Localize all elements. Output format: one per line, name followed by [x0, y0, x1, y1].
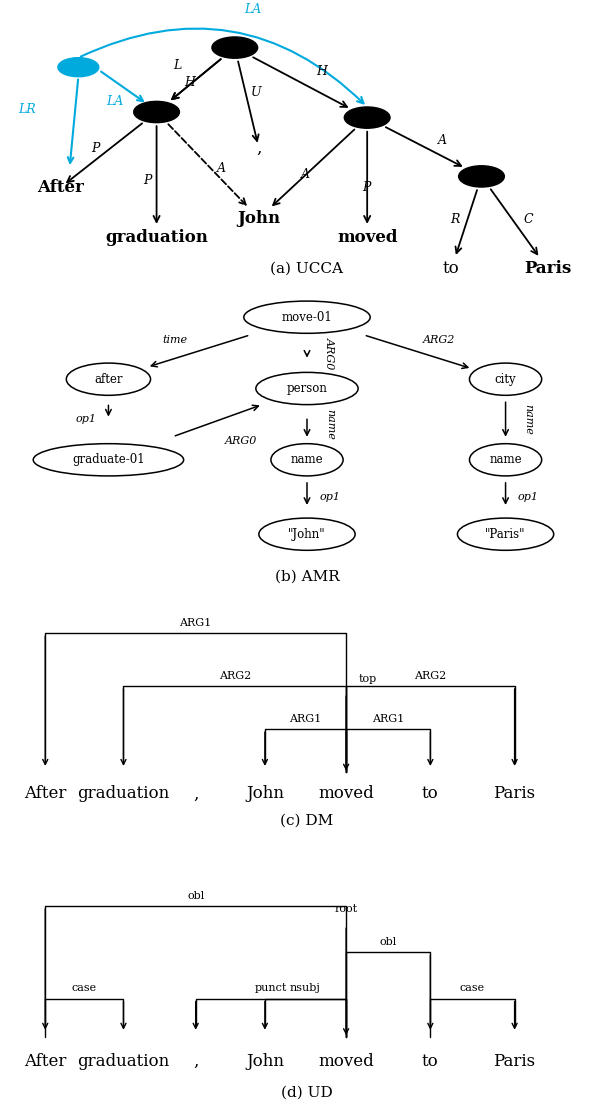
Text: name: name: [489, 453, 522, 466]
Text: op1: op1: [518, 491, 539, 503]
Text: P: P: [91, 142, 99, 155]
Circle shape: [134, 101, 179, 122]
Ellipse shape: [33, 444, 184, 476]
Text: moved: moved: [318, 1052, 374, 1070]
Text: moved: moved: [318, 786, 374, 802]
Text: After: After: [24, 786, 66, 802]
Text: to: to: [443, 260, 460, 278]
Text: name: name: [523, 404, 534, 435]
Circle shape: [212, 37, 258, 58]
Text: "Paris": "Paris": [485, 528, 526, 541]
Text: ARG0: ARG0: [225, 436, 257, 446]
Text: name: name: [325, 409, 335, 440]
Text: graduation: graduation: [77, 786, 169, 802]
Text: to: to: [422, 1052, 439, 1070]
Text: ARG2: ARG2: [423, 335, 456, 345]
Text: H: H: [184, 76, 195, 89]
Text: After: After: [37, 180, 84, 196]
Text: John: John: [246, 1052, 284, 1070]
Text: C: C: [524, 214, 533, 226]
Text: op1: op1: [319, 491, 340, 503]
Text: case: case: [460, 983, 485, 993]
Ellipse shape: [470, 363, 542, 396]
Text: P: P: [143, 174, 152, 187]
Text: graduation: graduation: [77, 1052, 169, 1070]
Text: LR: LR: [18, 102, 36, 116]
FancyArrowPatch shape: [81, 29, 363, 104]
Ellipse shape: [271, 444, 343, 476]
Ellipse shape: [470, 444, 542, 476]
Text: ,: ,: [256, 140, 262, 156]
Text: move-01: move-01: [282, 311, 332, 324]
Text: name: name: [290, 453, 324, 466]
Text: ,: ,: [193, 1052, 198, 1070]
Text: nsubj: nsubj: [290, 983, 321, 993]
Text: After: After: [24, 1052, 66, 1070]
Text: ARG2: ARG2: [219, 671, 251, 681]
Text: to: to: [422, 786, 439, 802]
Text: John: John: [237, 209, 281, 227]
Text: (c) DM: (c) DM: [281, 813, 333, 828]
Text: op1: op1: [75, 414, 96, 424]
Text: moved: moved: [337, 229, 397, 247]
Text: H: H: [317, 65, 327, 78]
Circle shape: [344, 107, 390, 128]
Text: ARG1: ARG1: [372, 714, 405, 724]
Text: time: time: [162, 335, 187, 345]
Text: Paris: Paris: [494, 1052, 535, 1070]
Circle shape: [58, 57, 99, 77]
Text: LA: LA: [244, 3, 262, 17]
Text: person: person: [287, 382, 327, 395]
Text: root: root: [335, 905, 358, 915]
Text: ARG1: ARG1: [179, 618, 212, 628]
Text: "John": "John": [288, 528, 326, 541]
Text: graduation: graduation: [105, 229, 208, 247]
Text: after: after: [94, 372, 123, 386]
Text: LA: LA: [106, 95, 123, 108]
Text: A: A: [438, 133, 447, 147]
Text: (d) UD: (d) UD: [281, 1085, 333, 1100]
Text: top: top: [358, 673, 376, 683]
Text: L: L: [174, 60, 182, 73]
Text: A: A: [217, 162, 226, 174]
Text: John: John: [246, 786, 284, 802]
Text: U: U: [251, 86, 261, 99]
Ellipse shape: [259, 518, 355, 550]
Text: case: case: [72, 983, 97, 993]
Text: A: A: [301, 169, 310, 182]
Text: P: P: [362, 181, 370, 194]
Text: graduate-01: graduate-01: [72, 453, 145, 466]
Text: (b) AMR: (b) AMR: [274, 570, 340, 584]
Text: Paris: Paris: [524, 260, 571, 278]
Circle shape: [459, 165, 504, 187]
Text: punct: punct: [255, 983, 287, 993]
Text: R: R: [449, 214, 459, 226]
Text: (a) UCCA: (a) UCCA: [271, 262, 343, 276]
Text: ARG2: ARG2: [414, 671, 446, 681]
Text: obl: obl: [379, 937, 397, 947]
Text: obl: obl: [187, 890, 204, 900]
Ellipse shape: [66, 363, 150, 396]
Text: ARG0: ARG0: [325, 337, 335, 369]
Text: ARG1: ARG1: [289, 714, 322, 724]
Ellipse shape: [244, 301, 370, 333]
Ellipse shape: [256, 372, 358, 404]
Text: Paris: Paris: [494, 786, 535, 802]
Text: ,: ,: [193, 786, 198, 802]
Text: city: city: [495, 372, 516, 386]
Ellipse shape: [457, 518, 554, 550]
